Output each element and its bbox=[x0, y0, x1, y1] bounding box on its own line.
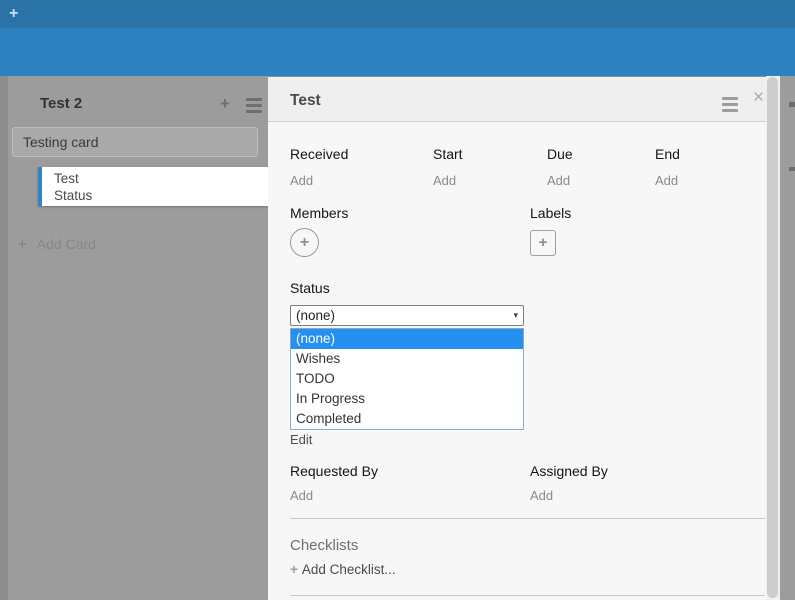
labels-label: Labels bbox=[530, 205, 572, 221]
board-header-bar bbox=[0, 28, 795, 76]
assigned-by-add-link[interactable]: Add bbox=[530, 488, 554, 503]
plus-icon: + bbox=[538, 234, 548, 251]
end-add-link[interactable]: Add bbox=[655, 173, 679, 188]
due-add-link[interactable]: Add bbox=[547, 173, 571, 188]
add-checklist-label: Add Checklist... bbox=[301, 562, 396, 577]
add-checklist-button[interactable]: + Add Checklist... bbox=[290, 562, 396, 577]
clipped-card-icon bbox=[789, 167, 795, 171]
status-option-completed[interactable]: Completed bbox=[296, 411, 362, 426]
end-label: End bbox=[655, 146, 680, 162]
assigned-by-label: Assigned By bbox=[530, 463, 608, 479]
divider bbox=[290, 518, 765, 519]
status-option-none[interactable]: (none) bbox=[291, 329, 523, 349]
date-field-due: Due Add bbox=[547, 146, 573, 188]
card-line-1: Test bbox=[54, 171, 79, 186]
requested-by-add-link[interactable]: Add bbox=[290, 488, 314, 503]
date-field-start: Start Add bbox=[433, 146, 463, 188]
card-detail-title: Test bbox=[290, 92, 321, 109]
add-card-button[interactable]: + Add Card bbox=[18, 236, 96, 253]
status-option-wishes[interactable]: Wishes bbox=[296, 351, 341, 366]
list-title: Test 2 bbox=[40, 95, 83, 112]
clipped-list-icon bbox=[789, 102, 795, 107]
add-board-icon[interactable]: + bbox=[9, 5, 19, 22]
card-detail-panel: Test × Received Add Start Add Due Add En… bbox=[268, 77, 780, 600]
list-test-2: Test 2 + Testing card Test Status + Add C… bbox=[8, 76, 268, 600]
start-add-link[interactable]: Add bbox=[433, 173, 457, 188]
requested-by-label: Requested By bbox=[290, 463, 378, 479]
status-edit-link[interactable]: Edit bbox=[290, 432, 313, 447]
plus-icon: + bbox=[290, 562, 298, 577]
due-label: Due bbox=[547, 146, 573, 162]
status-option-todo[interactable]: TODO bbox=[296, 371, 335, 386]
received-add-link[interactable]: Add bbox=[290, 173, 314, 188]
list-menu-icon[interactable] bbox=[246, 98, 262, 116]
add-card-label: Add Card bbox=[36, 236, 96, 252]
card-testing-card[interactable]: Testing card bbox=[12, 127, 258, 157]
add-member-button[interactable]: + bbox=[290, 228, 319, 257]
divider bbox=[290, 595, 765, 596]
plus-icon: + bbox=[299, 234, 310, 251]
date-field-end: End Add bbox=[655, 146, 680, 188]
checklists-heading: Checklists bbox=[290, 537, 359, 554]
card-detail-header: Test × bbox=[268, 77, 780, 122]
card-test-status-selected[interactable]: Test Status bbox=[38, 167, 268, 206]
status-dropdown-list: (none) Wishes TODO In Progress Completed bbox=[290, 328, 524, 430]
top-navigation-bar: + bbox=[0, 0, 795, 28]
panel-scrollbar-track[interactable] bbox=[766, 76, 780, 600]
close-icon[interactable]: × bbox=[753, 87, 765, 108]
plus-icon: + bbox=[18, 236, 27, 253]
board-area: Test 2 + Testing card Test Status + Add C… bbox=[0, 76, 795, 600]
status-option-in-progress[interactable]: In Progress bbox=[296, 391, 366, 406]
start-label: Start bbox=[433, 146, 463, 162]
panel-scrollbar-thumb[interactable] bbox=[767, 77, 778, 598]
status-label: Status bbox=[290, 280, 330, 296]
members-label: Members bbox=[290, 205, 349, 221]
received-label: Received bbox=[290, 146, 349, 162]
list-add-card-icon[interactable]: + bbox=[220, 94, 230, 113]
card-menu-icon[interactable] bbox=[722, 97, 738, 115]
card-line-2: Status bbox=[54, 188, 93, 203]
chevron-down-icon: ▾ bbox=[513, 310, 518, 320]
board-background-strip bbox=[780, 76, 795, 600]
date-field-received: Received Add bbox=[290, 146, 348, 188]
status-selected-value: (none) bbox=[296, 308, 336, 323]
status-select[interactable]: (none) ▾ bbox=[290, 305, 524, 326]
card-title: Testing card bbox=[23, 134, 99, 150]
add-label-button[interactable]: + bbox=[530, 230, 556, 256]
